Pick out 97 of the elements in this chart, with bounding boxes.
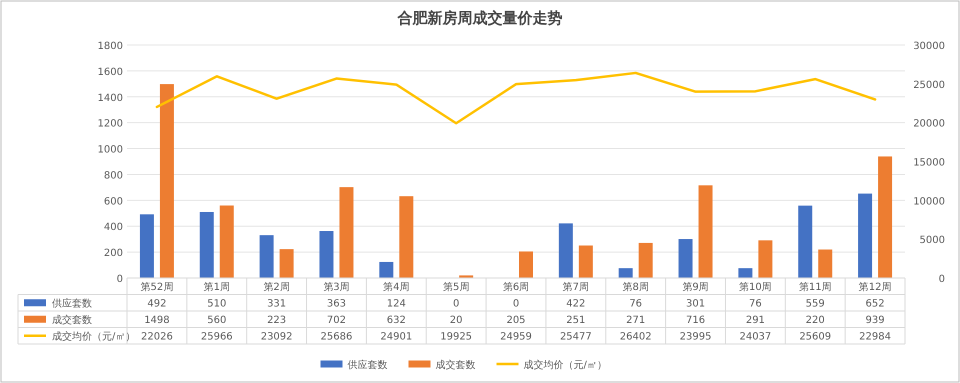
data-label: 23995	[680, 332, 712, 342]
bar	[698, 185, 713, 278]
bar	[638, 242, 653, 278]
y2-tick-label: 0	[938, 274, 945, 285]
data-label: 559	[806, 298, 825, 310]
data-label: 22984	[859, 332, 891, 342]
bar	[379, 262, 394, 278]
data-label: 251	[566, 315, 586, 326]
data-label: 0	[452, 298, 460, 310]
bar	[578, 246, 593, 278]
title: 合肥新房周成交量价走势	[398, 9, 562, 27]
data-label: 76	[749, 298, 762, 310]
y-tick-label: 1800	[98, 41, 123, 52]
x-tick-label: 第2周	[263, 281, 290, 293]
data-label: 76	[629, 298, 642, 310]
y2-tick-label: 20000	[913, 118, 945, 130]
bar	[339, 187, 354, 278]
bar	[319, 231, 334, 278]
legend-label: 成交套数	[52, 314, 92, 326]
y-tick-label: 1000	[98, 144, 123, 156]
data-label: 25477	[560, 332, 592, 342]
data-label: 363	[326, 298, 346, 310]
y2-tick-label: 10000	[913, 196, 945, 208]
legend-label: 成交均价（元/㎡）	[52, 330, 136, 342]
x-tick-label: 第3周	[323, 281, 350, 293]
data-label: 291	[746, 315, 765, 326]
data-label: 331	[267, 298, 286, 310]
x-tick-label: 第10周	[739, 281, 772, 293]
data-label: 560	[207, 315, 226, 326]
y2-tick-label: 30000	[913, 41, 945, 52]
data-label: 271	[626, 315, 646, 326]
legend: 供应套数 成交套数 成交均价（元/㎡）	[320, 360, 607, 371]
data-label: 24901	[380, 332, 412, 342]
data-label: 223	[267, 315, 286, 326]
data-label: 205	[506, 315, 526, 326]
data-label: 26402	[620, 332, 652, 342]
bar	[140, 214, 154, 278]
x-tick-label: 第6周	[502, 281, 530, 293]
bar	[618, 268, 633, 278]
x-tick-label: 第5周	[442, 281, 470, 293]
data-label: 301	[686, 298, 706, 310]
data-label: 124	[386, 298, 406, 310]
bar	[220, 206, 234, 278]
bar	[818, 250, 832, 278]
y-tick-label: 1400	[98, 92, 123, 104]
x-tick-label: 第12周	[858, 281, 892, 293]
bar	[798, 206, 812, 278]
y2-tick-label: 25000	[913, 80, 945, 91]
data-label: 20	[450, 315, 463, 326]
data-label: 1498	[144, 315, 170, 326]
bar	[738, 268, 752, 278]
data-label: 22026	[141, 332, 173, 342]
x-tick-label: 第11周	[798, 281, 832, 293]
y-tick-label: 1200	[98, 118, 123, 130]
bar	[878, 156, 892, 278]
data-label: 25966	[200, 332, 233, 342]
data-label: 939	[866, 315, 885, 326]
data-label: 422	[566, 298, 586, 310]
x-tick-label: 第7周	[562, 281, 590, 293]
y-tick-label: 600	[104, 196, 123, 208]
bar	[519, 251, 533, 278]
y-tick-label: 800	[104, 170, 123, 182]
bar	[160, 84, 174, 278]
data-label: 652	[866, 298, 885, 310]
x-tick-label: 第8周	[622, 281, 649, 293]
bar	[200, 212, 214, 278]
data-label: 702	[326, 315, 346, 326]
data-label: 510	[207, 298, 226, 310]
legend-label: 供应套数	[52, 298, 92, 310]
x-tick-label: 第1周	[204, 281, 230, 293]
data-label: 19925	[440, 332, 472, 342]
data-label: 716	[686, 315, 706, 326]
data-label: 0	[512, 298, 520, 310]
data-label: 492	[147, 298, 166, 310]
bar	[260, 235, 274, 278]
bar	[758, 240, 772, 278]
data-label: 25686	[320, 332, 352, 342]
bar	[858, 194, 872, 278]
x-tick-label: 第52周	[140, 281, 174, 293]
data-label: 25609	[799, 332, 832, 342]
y2-tick-label: 15000	[913, 158, 945, 168]
y2-tick-label: 5000	[920, 235, 945, 246]
x-tick-label: 第4周	[383, 281, 410, 293]
y-tick-label: 0	[116, 274, 123, 285]
data-label: 24037	[739, 332, 772, 342]
data-label: 632	[386, 315, 406, 326]
x-tick-label: 第9周	[682, 281, 709, 293]
bar	[558, 223, 573, 278]
data-label: 23092	[260, 332, 293, 342]
data-label: 220	[806, 315, 825, 326]
y-tick-label: 1600	[98, 66, 123, 78]
bar	[399, 196, 414, 278]
bar	[678, 239, 693, 278]
data-label: 24959	[500, 332, 532, 342]
bar	[280, 249, 294, 278]
y-tick-label: 200	[104, 248, 123, 260]
y-tick-label: 400	[104, 222, 123, 234]
